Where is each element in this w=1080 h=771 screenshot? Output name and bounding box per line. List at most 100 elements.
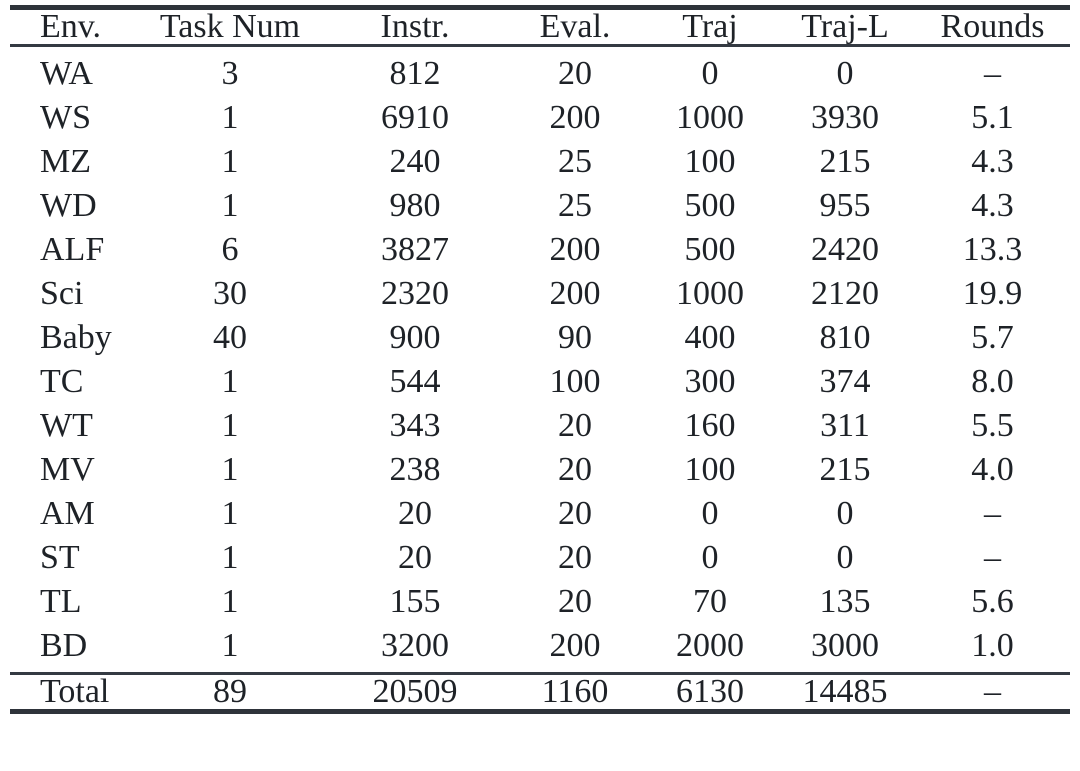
column-header-traj-l: Traj-L [801,8,889,45]
table-cell: 20 [398,495,432,532]
header-row: Env. Task Num Instr. Eval. Traj Traj-L Rounds [10,8,1070,46]
table-cell: 0 [836,539,854,576]
total-cell: 1160 [541,673,609,710]
table-body: WA 3 812 20 0 0– WS 1 6910 200 1000 3930 5.1 MZ 1 240 25… [10,46,1070,674]
table-cell: 4.3 [971,143,1014,180]
env-label: WD [40,187,97,224]
table-cell: 0 [701,55,719,92]
table-cell: 160 [684,407,736,444]
table-cell: 155 [389,583,441,620]
env-label: ST [40,539,80,576]
table-cell: 400 [684,319,736,356]
env-label: MV [40,451,95,488]
table-cell: 1 [221,143,239,180]
table-cell: 238 [389,451,441,488]
table-row-bd: BD 1 3200 200 2000 3000 1.0 [10,624,1070,674]
column-header-task-num: Task Num [159,8,301,45]
table-cell: 311 [820,407,870,444]
table-cell: 215 [819,143,871,180]
total-row: Total 89 20509 1160 6130 14485 – [10,673,1070,712]
table-cell: 25 [558,143,592,180]
table-cell: 20 [558,451,592,488]
table-cell: 2420 [811,231,879,268]
table-cell: 0 [836,55,854,92]
column-header-env: Env. [40,8,102,45]
table-cell: 1.0 [971,627,1014,664]
table-cell: 1000 [676,275,744,312]
total-label: Total [40,673,110,710]
table-cell: – [984,495,1001,532]
table-cell: – [984,539,1001,576]
column-header-instr: Instr. [380,8,450,45]
table-cell: 1 [221,99,239,136]
table-cell: 30 [213,275,247,312]
table-cell: 200 [549,275,601,312]
table-cell: 3930 [811,99,879,136]
table-row-mv: MV 1 238 20 100 215 4.0 [10,448,1070,492]
env-label: TL [40,583,82,620]
table-cell: 810 [819,319,871,356]
table-cell: 5.7 [971,319,1014,356]
env-label: Sci [40,275,84,312]
table-cell: 100 [684,143,736,180]
table-cell: 135 [819,583,871,620]
table-cell: 20 [558,583,592,620]
table-cell: 300 [684,363,736,400]
table-cell: 20 [558,407,592,444]
table-cell: 955 [819,187,871,224]
table-cell: 500 [684,231,736,268]
table-cell: 1 [221,627,239,664]
column-header-traj: Traj [682,8,738,45]
table-cell: 1 [221,407,239,444]
table-row-am: AM 1 20 20 0 0 – [10,492,1070,536]
table-row-alf: ALF 6 3827 200 500 2420 13.3 [10,228,1070,272]
env-label: WA [40,55,93,92]
table-cell: 5.6 [971,583,1014,620]
table-cell: 1 [221,539,239,576]
table-cell: 200 [549,231,601,268]
table-cell: 40 [213,319,247,356]
env-label: ALF [40,231,105,268]
total-cell: 89 [213,673,247,710]
table-row-wd: WD 1 980 25 500 955 4.3 [10,184,1070,228]
table-cell: 0 [701,495,719,532]
table-cell: 5.5 [971,407,1014,444]
table-cell: 343 [389,407,441,444]
table-cell: 6 [221,231,239,268]
table-cell: 500 [684,187,736,224]
table-cell: 0 [701,539,719,576]
table-cell: 3200 [381,627,449,664]
table-cell: 200 [549,627,601,664]
table-cell: 200 [549,99,601,136]
table-row-wt: WT 1 343 20 160 311 5.5 [10,404,1070,448]
table-row-tc: TC 1 544 100 300 374 8.0 [10,360,1070,404]
table-cell: 900 [389,319,441,356]
table-cell: 20 [398,539,432,576]
table-cell: 1000 [676,99,744,136]
dataset-statistics-table: Env. Task Num Instr. Eval. Traj Traj-L Rounds … [10,5,1070,714]
env-label: TC [40,363,84,400]
table-cell: 19.9 [962,275,1023,312]
table-cell: 70 [693,583,727,620]
table-row-wa: WA 3 812 20 0 0 – [10,46,1070,97]
table-cell: 0 [836,495,854,532]
table-row-ws: WS 1 6910 200 1000 3930 5.1 [10,96,1070,140]
table-cell: 240 [389,143,441,180]
table-header: Env. Task Num Instr. Eval. Traj Traj-L Rounds [10,8,1070,46]
column-header-eval: Eval. [539,8,611,45]
table-cell: 3 [221,55,239,92]
env-label: MZ [40,143,91,180]
table-cell: 100 [684,451,736,488]
total-cell: – [984,673,1001,710]
table-cell: 4.3 [971,187,1014,224]
env-label: AM [40,495,95,532]
table-cell: 6910 [381,99,449,136]
table-cell: 90 [558,319,592,356]
total-cell: 14485 [802,673,888,710]
table-cell: 1 [221,363,239,400]
table-cell: 374 [819,363,871,400]
table-cell: 980 [389,187,441,224]
column-header-rounds: Rounds [940,8,1045,45]
total-cell: 20509 [372,673,458,710]
table-footer: Total 89 20509 1160 6130 14485 – [10,673,1070,712]
